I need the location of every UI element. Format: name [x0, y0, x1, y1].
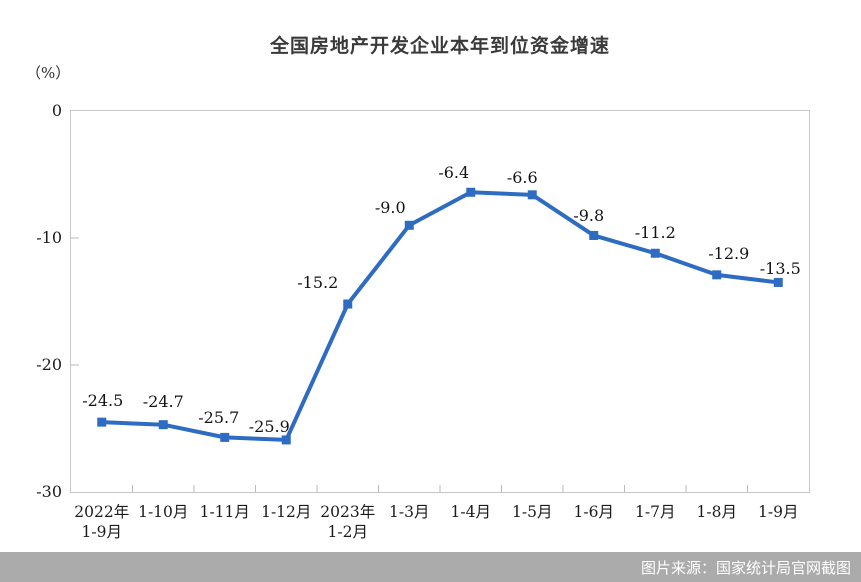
- data-point-marker: [158, 420, 168, 430]
- data-point-label: -24.5: [82, 391, 124, 411]
- y-tick-label: 0: [51, 101, 62, 120]
- data-point-label: -24.7: [142, 391, 184, 411]
- data-point-label: -6.6: [506, 167, 538, 187]
- y-tick-label: -30: [36, 482, 62, 501]
- data-point-marker: [97, 417, 107, 427]
- x-tick-label: 2022年 1-9月: [74, 503, 130, 541]
- data-point-marker: [343, 299, 353, 309]
- x-tick-label: 2023年 1-2月: [320, 503, 376, 541]
- data-point-marker: [712, 270, 722, 280]
- data-point-label: -9.8: [573, 206, 605, 226]
- data-point-label: -25.9: [248, 416, 290, 436]
- data-line: [101, 190, 779, 442]
- x-tick-label: 1-11月: [199, 503, 250, 521]
- y-axis-unit-label: （%）: [26, 64, 71, 82]
- x-tick-label: 1-4月: [450, 503, 491, 521]
- data-point-label: -6.4: [438, 163, 470, 183]
- data-point-marker: [589, 230, 599, 240]
- plot-area: [70, 110, 810, 493]
- y-tick-label: -20: [36, 355, 62, 374]
- x-tick-label: 1-12月: [261, 503, 312, 521]
- data-point-marker: [404, 220, 414, 230]
- x-tick-label: 1-5月: [512, 503, 553, 521]
- data-point-label: -15.2: [297, 273, 339, 293]
- data-point-label: -13.5: [759, 259, 801, 279]
- data-point-label: -11.2: [634, 223, 676, 243]
- data-point-label: -12.9: [708, 243, 750, 263]
- data-point-marker: [220, 432, 230, 442]
- x-tick-label: 1-3月: [389, 503, 430, 521]
- x-tick-label: 1-9月: [758, 503, 799, 521]
- x-tick-label: 1-10月: [138, 503, 189, 521]
- source-note-text: 图片来源：国家统计局官网截图: [640, 559, 851, 577]
- data-point-label: -25.7: [198, 408, 240, 428]
- x-tick-label: 1-7月: [635, 503, 676, 521]
- data-point-marker: [281, 435, 291, 445]
- line-series-canvas: [71, 187, 783, 492]
- data-point-label: -9.0: [374, 198, 406, 218]
- data-point-marker: [650, 248, 660, 258]
- x-tick-label: 1-6月: [573, 503, 614, 521]
- data-point-marker: [527, 190, 537, 200]
- data-point-marker: [466, 187, 476, 197]
- x-tick-label: 1-8月: [696, 503, 737, 521]
- chart-title: 全国房地产开发企业本年到位资金增速: [269, 36, 610, 57]
- y-tick-label: -10: [36, 228, 62, 247]
- data-point-marker: [773, 277, 783, 287]
- source-watermark-bar: 图片来源：国家统计局官网截图: [0, 552, 861, 582]
